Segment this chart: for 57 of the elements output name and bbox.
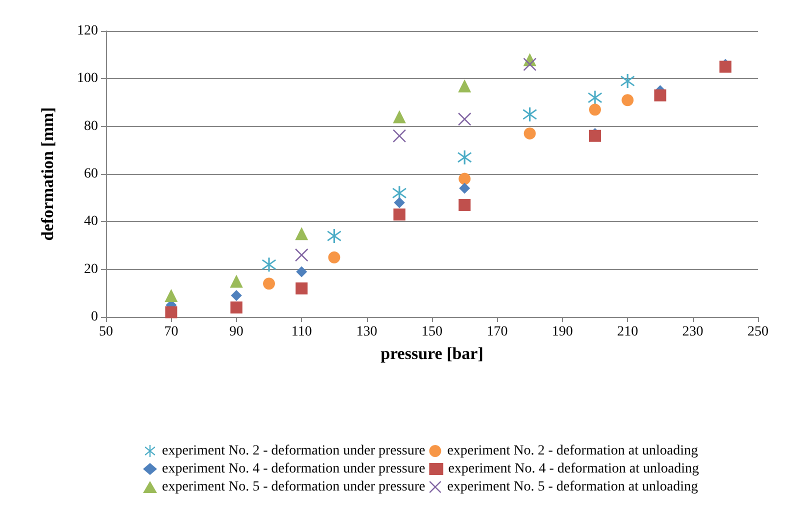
x-tick-label: 130: [356, 324, 378, 340]
legend-label: experiment No. 4 - deformation under pressure: [162, 462, 426, 476]
point: [230, 290, 242, 302]
y-tick-label: 40: [84, 214, 98, 230]
point: [262, 258, 276, 272]
x-axis-title: pressure [bar]: [380, 344, 484, 363]
y-axis-title: deformation [mm]: [38, 107, 57, 241]
y-tick-label: 60: [84, 166, 98, 182]
point: [263, 278, 275, 290]
y-tick-label: 80: [84, 118, 98, 134]
point: [295, 227, 308, 240]
point: [719, 60, 732, 73]
point: [328, 251, 340, 264]
x-tick-label: 190: [552, 324, 573, 340]
x-tick-label: 110: [291, 324, 312, 340]
point: [524, 127, 536, 140]
point: [296, 266, 308, 278]
legend-label: experiment No. 4 - deformation at unloading: [448, 462, 699, 476]
legend-label: experiment No. 5 - deformation at unloading: [447, 480, 698, 494]
point: [296, 282, 308, 294]
point: [589, 104, 601, 116]
point: [459, 182, 470, 194]
y-tick-label: 0: [91, 310, 98, 324]
point: [394, 197, 405, 208]
point: [392, 129, 406, 142]
x-tick-label: 210: [617, 324, 638, 340]
point: [654, 89, 666, 102]
x-tick-label: 250: [748, 324, 768, 340]
point: [295, 248, 308, 262]
y-tick-label: 120: [77, 24, 98, 38]
point: [165, 306, 178, 318]
x-tick-label: 230: [682, 324, 704, 340]
point: [622, 94, 634, 106]
point: [523, 58, 536, 71]
point: [392, 110, 406, 124]
point: [393, 208, 406, 221]
point: [458, 150, 472, 164]
point: [458, 112, 472, 126]
x-tick-label: 150: [422, 324, 442, 340]
point: [164, 289, 178, 302]
legend-label: experiment No. 5 - deformation under pressure: [162, 480, 426, 494]
x-tick-label: 90: [229, 324, 244, 340]
x-tick-label: 50: [99, 324, 113, 340]
legend-label: experiment No. 2 - deformation under pressure: [162, 444, 426, 458]
x-tick-label: 170: [486, 324, 508, 340]
point: [458, 172, 471, 185]
x-tick-label: 70: [164, 324, 178, 340]
point: [458, 79, 472, 92]
legend-label: experiment No. 2 - deformation at unloading: [447, 444, 698, 458]
point: [458, 198, 471, 211]
point: [327, 228, 342, 243]
y-tick-label: 20: [84, 262, 98, 277]
point: [588, 90, 602, 105]
y-tick-label: 100: [77, 71, 98, 86]
point: [589, 130, 601, 142]
point: [230, 274, 243, 288]
point: [230, 301, 242, 314]
